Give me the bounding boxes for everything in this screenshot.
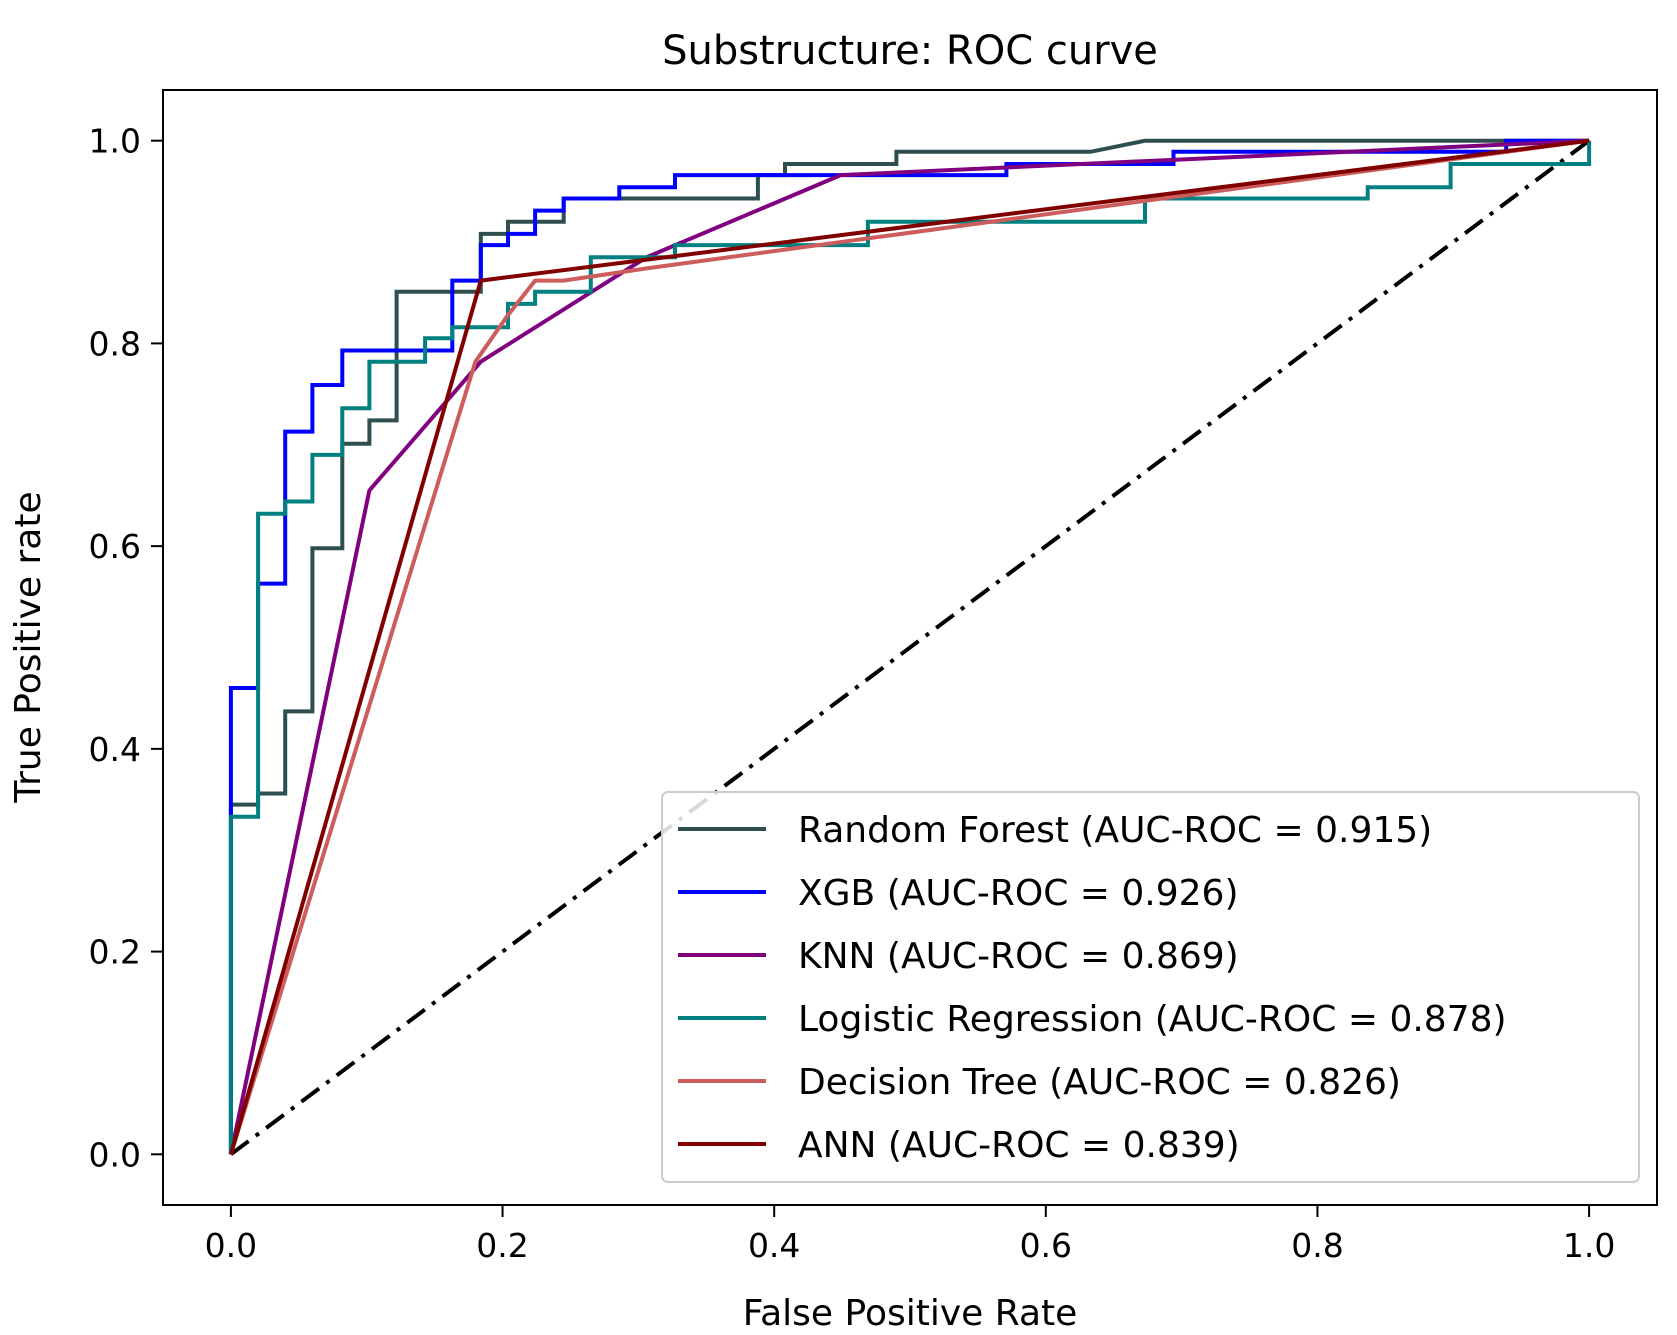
- legend-items: Random Forest (AUC-ROC = 0.915) XGB (AUC-…: [678, 810, 1507, 1166]
- y-tick-label: 0.4: [89, 730, 141, 769]
- legend-label-1: XGB (AUC-ROC = 0.926): [798, 873, 1239, 914]
- x-tick-label: 0.6: [1020, 1226, 1072, 1265]
- plot-frame: [162, 89, 1658, 1206]
- x-tick-label: 0.2: [476, 1226, 528, 1265]
- legend-label-4: Decision Tree (AUC-ROC = 0.826): [798, 1062, 1401, 1103]
- tick-layer: 0.0 0.2 0.4 0.6 0.8 1.0 0.0 0.2 0.4 0.6 0.8 1.0: [89, 122, 1616, 1265]
- series-line-1: [228, 138, 1590, 1155]
- diagonal-reference-line: [229, 139, 1591, 1156]
- y-tick-label: 0.6: [89, 527, 141, 566]
- diagonal-layer: [229, 139, 1591, 1156]
- legend: Random Forest (AUC-ROC = 0.915) XGB (AUC-…: [661, 791, 1640, 1183]
- x-tick-label: 0.8: [1291, 1226, 1343, 1265]
- series-line-5: [228, 138, 1590, 1155]
- y-axis-label: True Positive rate: [8, 491, 49, 803]
- series-line-4: [228, 138, 1590, 1155]
- y-tick-label: 1.0: [89, 122, 141, 161]
- x-axis-label: False Positive Rate: [743, 1293, 1078, 1334]
- legend-label-0: Random Forest (AUC-ROC = 0.915): [798, 810, 1432, 851]
- series-line-2: [228, 138, 1590, 1155]
- y-tick-label: 0.0: [89, 1135, 141, 1174]
- y-tick-label: 0.2: [89, 933, 141, 972]
- chart-title: Substructure: ROC curve: [662, 28, 1158, 74]
- x-tick-label: 0.4: [748, 1226, 800, 1265]
- y-tick-label: 0.8: [89, 324, 141, 363]
- series-layer: [228, 138, 1592, 1155]
- series-line-0: [228, 138, 1590, 1155]
- x-tick-label: 1.0: [1563, 1226, 1615, 1265]
- legend-label-3: Logistic Regression (AUC-ROC = 0.878): [798, 999, 1507, 1040]
- x-tick-label: 0.0: [205, 1226, 257, 1265]
- legend-box: [661, 791, 1640, 1183]
- legend-label-2: KNN (AUC-ROC = 0.869): [798, 936, 1239, 977]
- legend-label-5: ANN (AUC-ROC = 0.839): [798, 1125, 1240, 1166]
